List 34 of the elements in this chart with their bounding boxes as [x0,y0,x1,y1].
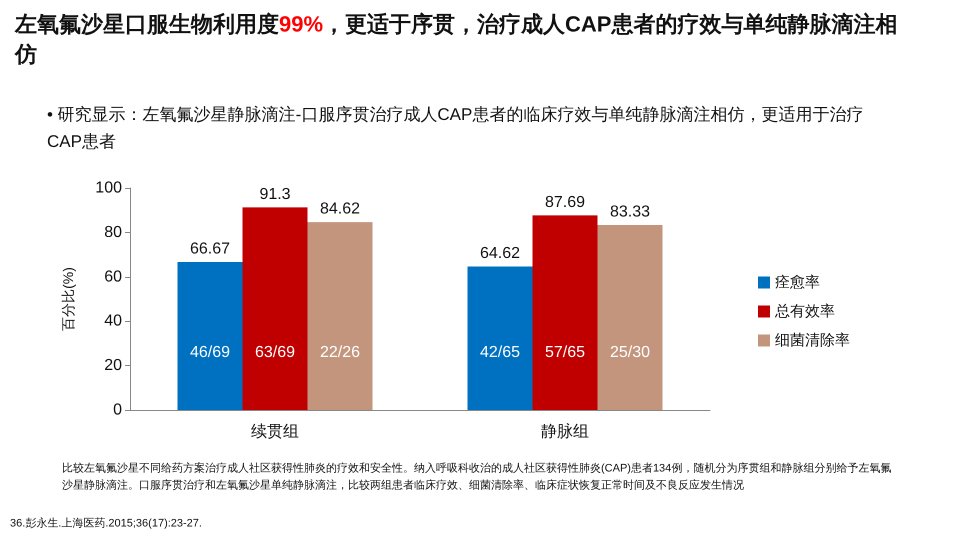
y-tick-label: 40 [104,312,122,330]
x-tick-label: 静脉组 [541,422,589,440]
annotation: 42/65 [480,344,520,361]
legend-label: 细菌清除率 [775,332,850,349]
annotation: 57/65 [544,344,586,361]
text: 比较左氧氟沙星不同给药方案治疗成人社区获得性肺炎的疗效和安全性。纳入呼吸科收治的成人社区获得性肺炎(CAP)患者134例，随机分为序贯组和静脉组分别给予左氧氟沙星静脉滴注。口服序贯治疗和左氧氟沙星单纯静脉滴注，比较两组患者临床疗效、细菌清除率、临床症状恢复正常时间及不良反应发生情况 [62,462,892,492]
annotation: 25/30 [610,344,650,361]
y-axis-title: 百分比(%) [60,267,76,331]
data-label: 91.3 [259,186,291,203]
chart-title: 左氧氟沙星口服生物利用度99%，更适于序贯，治疗成人CAP患者的疗效与单纯静脉滴注相仿 [15,12,898,66]
y-tick-label: 60 [104,268,122,286]
chart-subtitle: • 研究显示：左氧氟沙星静脉滴注-口服序贯治疗成人CAP患者的临床疗效与单纯静脉滴注相仿，更适用于治疗CAP患者 [47,105,864,151]
text: 36.彭永生.上海医药.2015;36(17):23-27. [10,516,202,530]
annotation: 22/26 [320,344,360,361]
y-tick-label: 0 [113,402,122,418]
annotation: 46/69 [190,344,230,361]
annotation: 63/69 [254,344,296,361]
bar [308,222,372,410]
bar [532,215,598,410]
y-tick-label: 20 [104,357,122,374]
bar [468,266,532,410]
y-tick-label: 80 [104,224,122,241]
data-label: 66.67 [190,240,230,258]
bar [178,262,242,410]
bar [598,225,662,410]
bar [242,207,308,410]
data-label: 84.62 [320,200,360,218]
x-tick-label: 续贯组 [251,422,299,440]
legend-label: 总有效率 [774,303,835,320]
legend-label: 痊愈率 [775,274,820,291]
data-label: 64.62 [480,245,520,262]
data-label: 83.33 [610,204,650,221]
y-tick-label: 100 [95,180,122,196]
data-label: 87.69 [544,194,586,211]
